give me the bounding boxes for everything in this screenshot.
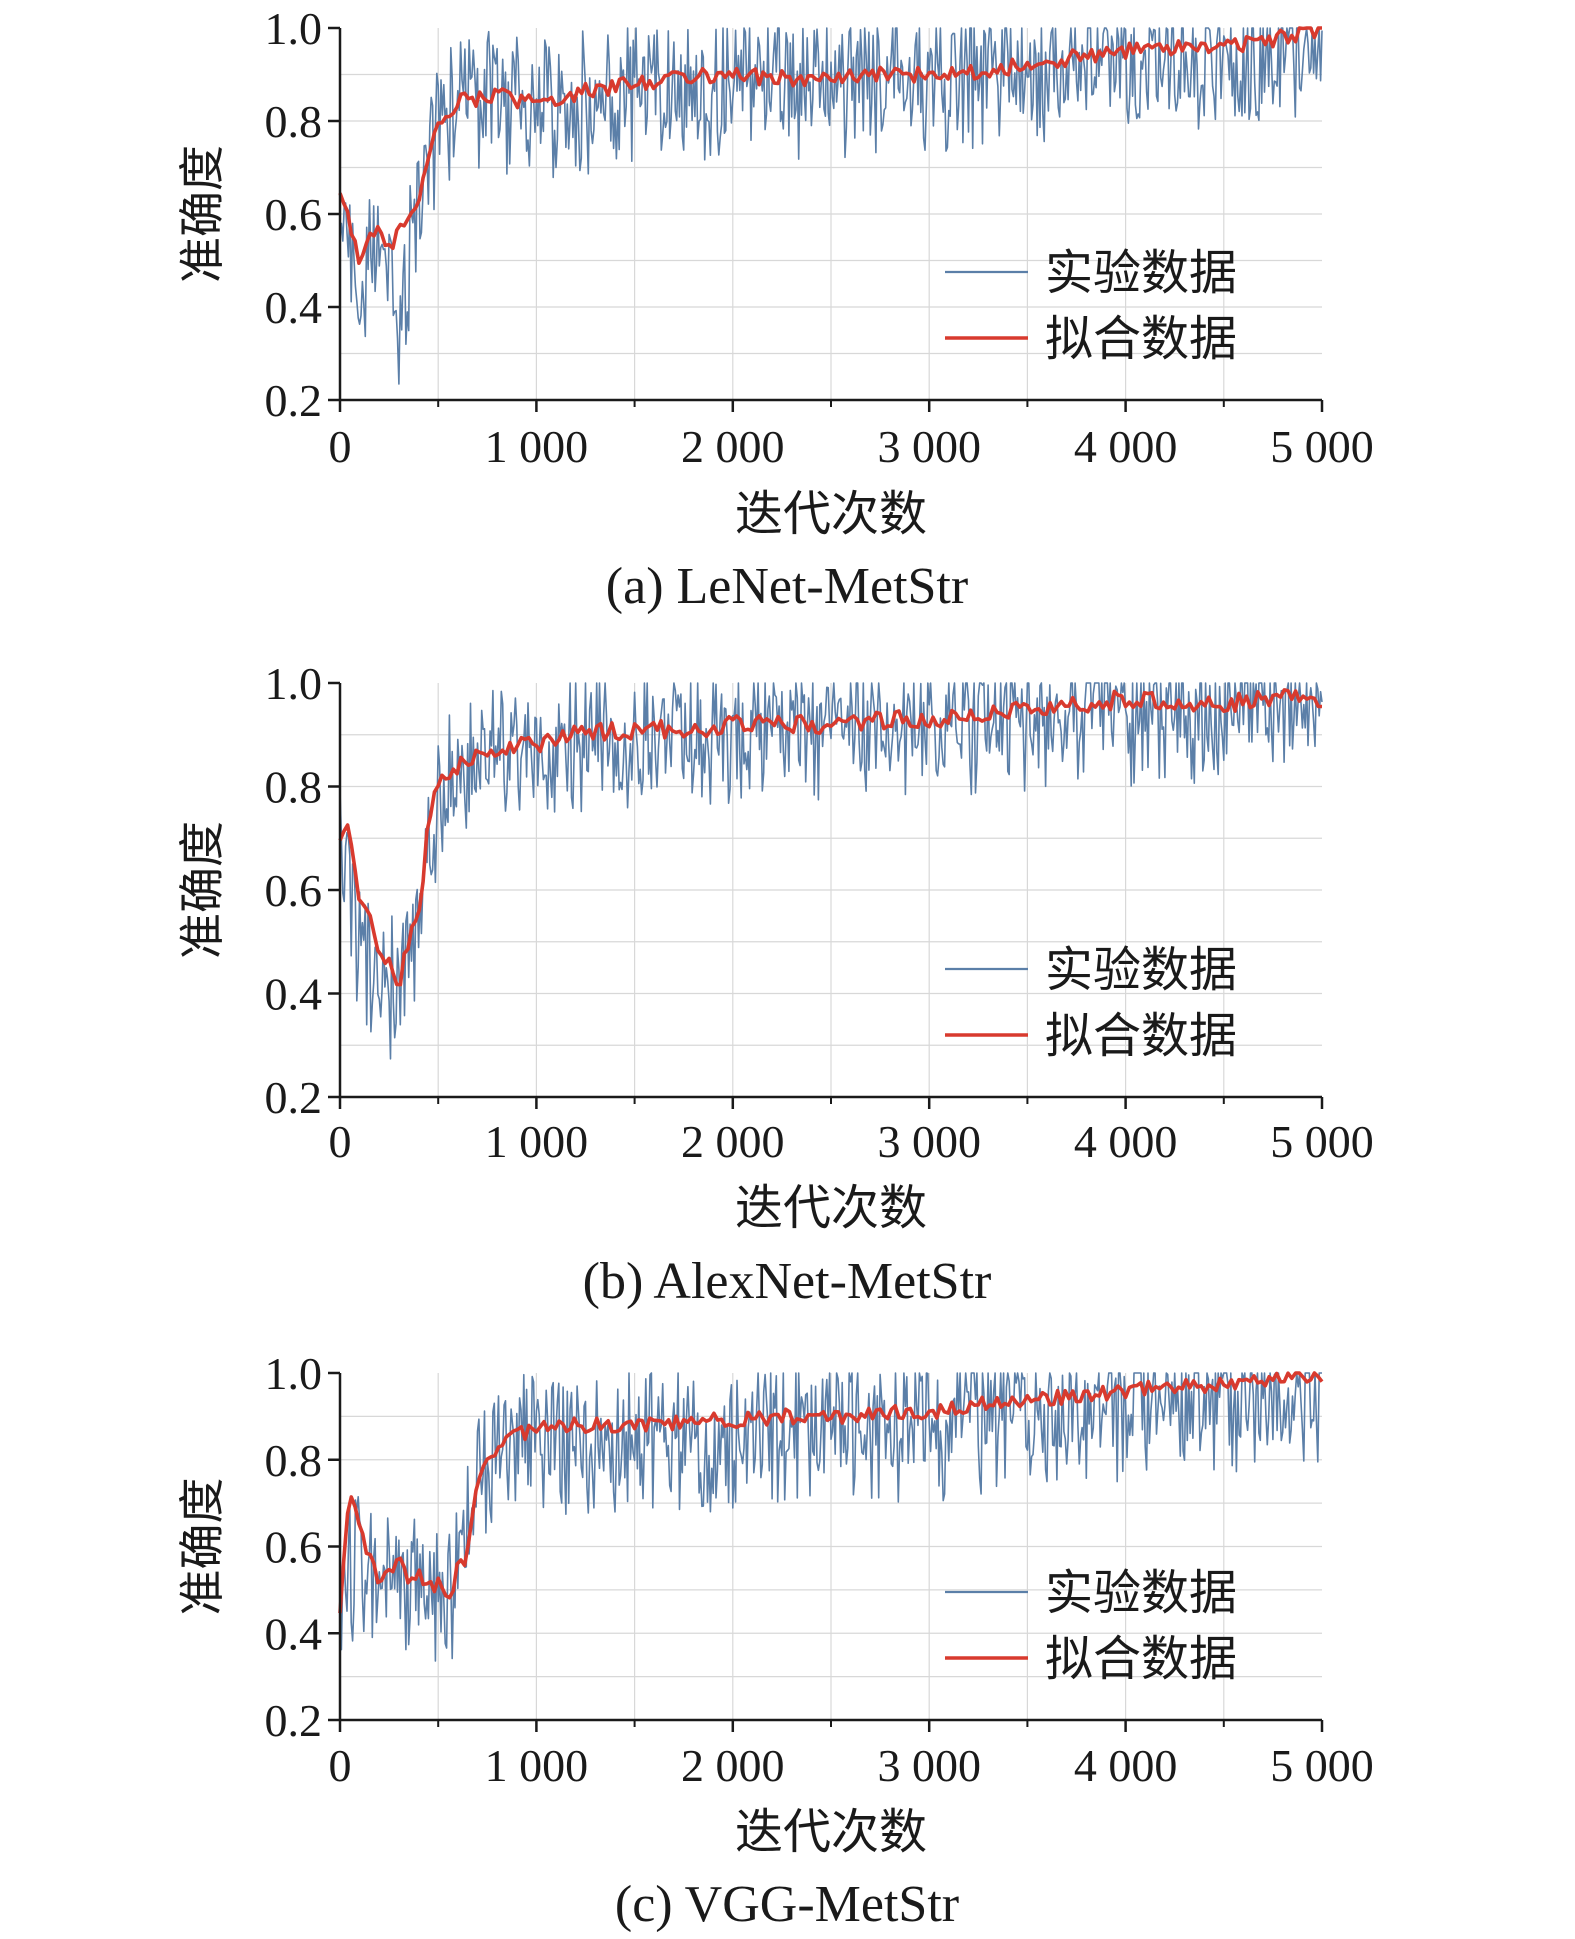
y-tick-label: 1.0: [265, 658, 323, 709]
y-axis-label: 准确度: [177, 145, 228, 283]
chart-caption: (b) AlexNet-MetStr: [583, 1253, 992, 1310]
x-tick-label: 2 000: [681, 1740, 785, 1791]
chart-panel-vgg: 0 1 000 2 000 3 000 4 000 5 000 0.2 0.4 0.6 0.8 1.…: [177, 1348, 1374, 1933]
chart-panel-alexnet: 0 1 000 2 000 3 000 4 000 5 000 0.2 0.4 0.6 0.8 1.…: [177, 658, 1374, 1310]
x-tick-label: 2 000: [681, 1116, 785, 1167]
x-tick-label: 5 000: [1270, 1740, 1374, 1791]
x-tick-label: 3 000: [877, 421, 981, 472]
chart-caption: (a) LeNet-MetStr: [606, 558, 968, 615]
x-tick-label: 5 000: [1270, 1116, 1374, 1167]
y-tick-label: 0.2: [265, 1695, 323, 1746]
y-tick-label: 0.4: [265, 282, 323, 333]
x-axis-label: 迭代次数: [735, 1182, 927, 1235]
chart-caption: (c) VGG-MetStr: [615, 1876, 959, 1933]
x-axis-label: 迭代次数: [735, 488, 927, 541]
y-tick-label: 0.6: [265, 865, 323, 916]
x-tick-label: 0: [329, 421, 352, 472]
x-tick-label: 4 000: [1074, 421, 1178, 472]
legend-label-fit: 拟合数据: [1045, 1010, 1237, 1063]
y-tick-label: 0.8: [265, 1435, 323, 1486]
chart-panel-lenet: 0 1 000 2 000 3 000 4 000 5 000 0.2 0.4 0.6 0.8 1.…: [177, 3, 1374, 615]
series-line-experiment: [339, 1372, 1322, 1662]
y-tick-label: 0.8: [265, 96, 323, 147]
y-axis-label: 准确度: [177, 821, 228, 959]
x-tick-label: 0: [329, 1116, 352, 1167]
y-tick-label: 1.0: [265, 1348, 323, 1399]
y-tick-label: 1.0: [265, 3, 323, 54]
y-tick-label: 0.8: [265, 762, 323, 813]
series-line-fit: [338, 26, 1322, 266]
x-tick-label: 1 000: [485, 1116, 589, 1167]
x-axis-label: 迭代次数: [735, 1806, 927, 1859]
legend-label-fit: 拟合数据: [1045, 313, 1237, 366]
y-tick-label: 0.4: [265, 969, 323, 1020]
legend-label-experiment: 实验数据: [1045, 247, 1237, 300]
x-tick-label: 2 000: [681, 421, 785, 472]
series-line-experiment: [339, 682, 1323, 1060]
legend-label-fit: 拟合数据: [1045, 1633, 1237, 1686]
grid: [340, 28, 1322, 400]
x-tick-label: 3 000: [877, 1116, 981, 1167]
legend-label-experiment: 实验数据: [1045, 944, 1237, 997]
series-line-fit: [338, 688, 1323, 987]
x-tick-label: 1 000: [485, 1740, 589, 1791]
x-tick-label: 3 000: [877, 1740, 981, 1791]
y-axis-label: 准确度: [177, 1478, 228, 1616]
x-tick-label: 1 000: [485, 421, 589, 472]
y-tick-label: 0.6: [265, 1522, 323, 1573]
series-line-fit: [338, 1371, 1324, 1614]
y-tick-label: 0.2: [265, 375, 323, 426]
y-tick-label: 0.2: [265, 1072, 323, 1123]
x-tick-label: 0: [329, 1740, 352, 1791]
x-tick-label: 5 000: [1270, 421, 1374, 472]
x-tick-label: 4 000: [1074, 1116, 1178, 1167]
x-tick-label: 4 000: [1074, 1740, 1178, 1791]
y-tick-label: 0.4: [265, 1608, 323, 1659]
y-tick-label: 0.6: [265, 189, 323, 240]
legend-label-experiment: 实验数据: [1045, 1567, 1237, 1620]
